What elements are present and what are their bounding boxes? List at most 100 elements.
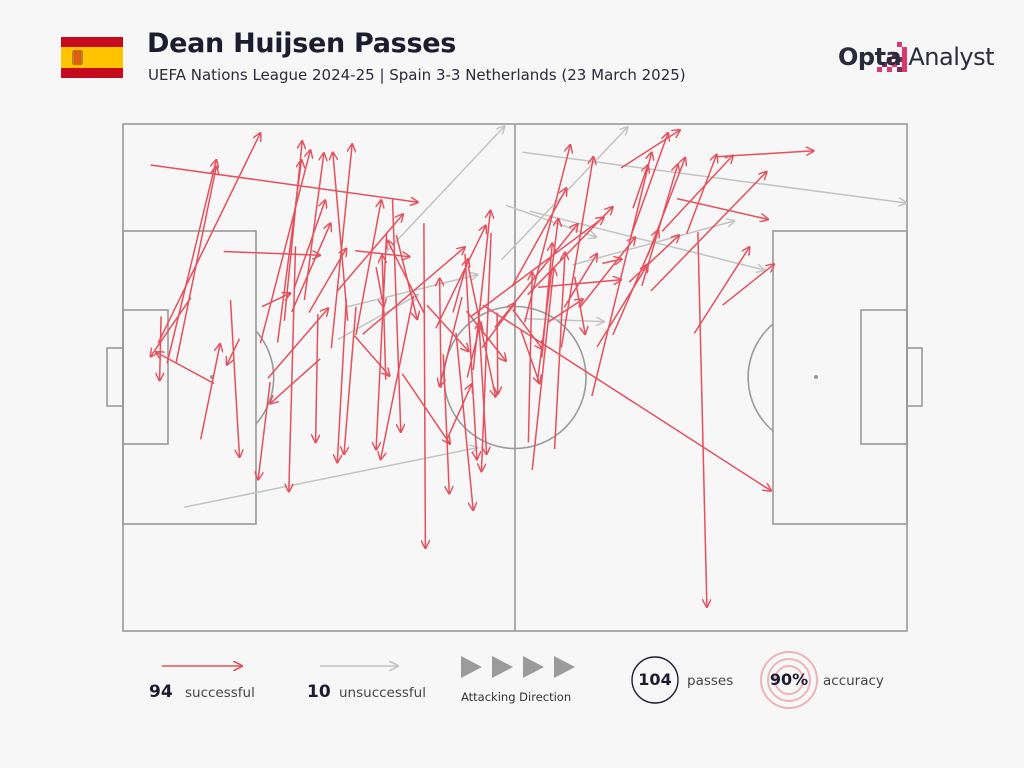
successful-pass-arrow <box>511 188 567 287</box>
successful-pass-arrow <box>531 268 554 471</box>
successful-pass-arrow <box>563 254 597 308</box>
successful-pass-arrow <box>661 155 733 232</box>
successful-pass-arrow <box>435 225 486 329</box>
successful-pass-arrow <box>291 223 331 313</box>
left-penalty-area <box>122 230 257 525</box>
successful-pass-arrow <box>553 252 565 450</box>
spain-flag-icon <box>61 37 123 78</box>
accuracy-value: 90% <box>769 670 809 689</box>
passes-label: passes <box>687 673 734 689</box>
successful-pass-arrow <box>160 316 162 380</box>
successful-pass-arrow <box>693 247 749 334</box>
successful-pass-arrow <box>440 296 463 386</box>
unsuccessful-pass-arrow <box>386 126 505 253</box>
successful-pass-arrow <box>375 267 384 307</box>
successful-pass-arrow <box>455 332 473 510</box>
unsuccessful-pass-arrow <box>337 295 418 341</box>
successful-pass-arrow <box>150 164 418 202</box>
unsuccessful-count: 10 <box>307 682 331 702</box>
opta-analyst-logo-icon <box>877 42 907 72</box>
passes-count: 104 <box>638 670 672 689</box>
successful-pass-arrow <box>337 299 348 462</box>
successful-pass-arrow <box>293 200 325 290</box>
successful-pass-arrow <box>481 303 515 349</box>
page-title: Dean Huijsen Passes <box>147 28 457 59</box>
successful-pass-arrow <box>261 293 290 308</box>
successful-pass-arrow <box>547 299 583 323</box>
successful-pass-arrow <box>602 259 621 263</box>
successful-pass-arrow <box>596 264 648 348</box>
successful-pass-arrow <box>229 299 240 457</box>
successful-pass-arrow <box>697 232 707 607</box>
successful-pass-arrow <box>333 152 349 321</box>
successful-pass-arrow <box>512 309 543 350</box>
successful-pass-arrow <box>355 250 410 257</box>
successful-pass-arrow <box>227 338 241 365</box>
successful-pass-arrow <box>316 314 318 442</box>
successful-pass-arrow <box>620 130 680 169</box>
successful-count: 94 <box>149 682 173 702</box>
pitch-markings <box>106 123 923 632</box>
successful-pass-arrow <box>166 160 216 364</box>
successful-pass-arrow <box>267 308 328 379</box>
successful-pass-arrow <box>469 217 604 318</box>
successful-pass-arrow <box>283 141 302 321</box>
successful-pass-arrow <box>472 211 490 371</box>
successful-pass-arrow <box>464 253 477 460</box>
successful-pass-arrow <box>632 165 648 209</box>
successful-pass-arrow <box>467 265 496 397</box>
successful-pass-arrow <box>466 322 481 378</box>
successful-pass-arrow <box>481 232 492 472</box>
left-penalty-arc <box>255 330 275 425</box>
brand-bold: Opta <box>838 43 902 71</box>
successful-pass-arrow <box>151 297 192 357</box>
successful-pass-arrow <box>156 352 215 385</box>
successful-pass-arrow <box>382 255 386 380</box>
successful-pass-arrow <box>591 152 652 397</box>
unsuccessful-label: unsuccessful <box>339 685 426 701</box>
successful-pass-arrow <box>579 237 635 308</box>
accuracy-label: accuracy <box>823 673 884 689</box>
successful-pass-arrow <box>424 223 426 548</box>
successful-pass-arrow <box>387 240 426 315</box>
successful-pass-arrow <box>199 344 220 440</box>
right-goal <box>906 347 923 407</box>
unsuccessful-pass-arrow <box>184 448 478 508</box>
successful-pass-arrow <box>650 172 767 292</box>
successful-pass-arrow <box>353 335 390 376</box>
successful-pass-arrow <box>497 312 498 394</box>
successful-pass-arrow <box>628 235 679 283</box>
successful-pass-arrow <box>157 133 260 344</box>
attacking-direction-arrows-icon <box>461 656 575 678</box>
unsuccessful-pass-arrow <box>522 151 907 203</box>
unsuccessful-pass-arrow <box>344 275 478 309</box>
right-six-yard-box <box>860 309 908 445</box>
brand-light: Analyst <box>901 43 994 71</box>
left-goal <box>106 347 124 407</box>
successful-pass-arrow <box>440 278 442 388</box>
successful-pass-arrow <box>573 276 586 335</box>
successful-pass-arrow <box>362 247 465 335</box>
successful-pass-arrow <box>676 197 768 220</box>
successful-pass-arrow <box>528 272 532 443</box>
right-penalty-arc <box>747 323 774 432</box>
passes-circle <box>631 656 679 704</box>
right-penalty-spot <box>814 375 818 379</box>
attacking-direction-label: Attacking Direction <box>461 690 572 704</box>
successful-pass-arrow <box>175 167 216 364</box>
successful-label: successful <box>185 685 255 701</box>
successful-passes <box>151 130 814 607</box>
successful-pass-arrow <box>426 304 469 351</box>
successful-pass-arrow <box>376 232 388 450</box>
unsuccessful-pass-arrow <box>523 319 604 322</box>
successful-pass-arrow <box>381 296 415 459</box>
pass-map-chart <box>106 123 923 632</box>
successful-pass-arrow <box>442 354 449 493</box>
successful-pass-arrow <box>541 243 552 358</box>
successful-pass-arrow <box>482 304 771 491</box>
successful-pass-arrow <box>685 155 717 234</box>
right-penalty-area <box>772 230 908 525</box>
successful-pass-arrow <box>715 151 814 158</box>
successful-pass-arrow <box>478 326 486 454</box>
successful-pass-arrow <box>355 200 381 336</box>
